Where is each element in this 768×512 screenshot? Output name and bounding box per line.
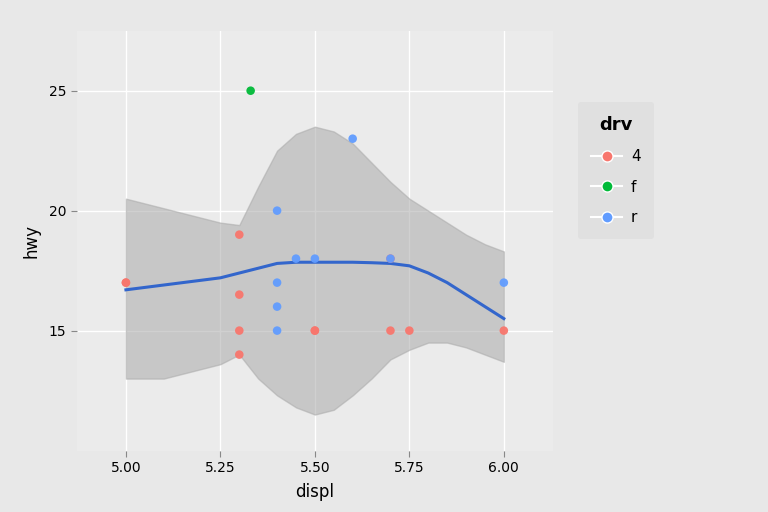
Point — [120, 279, 132, 287]
Point — [384, 254, 396, 263]
Point — [271, 327, 283, 335]
Point — [309, 327, 321, 335]
Point — [384, 327, 396, 335]
Point — [290, 254, 302, 263]
Point — [233, 290, 246, 298]
Point — [384, 254, 396, 263]
Legend: 4, f, r: 4, f, r — [578, 102, 654, 239]
Point — [309, 327, 321, 335]
Point — [271, 303, 283, 311]
X-axis label: displ: displ — [296, 483, 334, 501]
Point — [271, 206, 283, 215]
Point — [233, 230, 246, 239]
Point — [346, 135, 359, 143]
Point — [271, 279, 283, 287]
Point — [498, 279, 510, 287]
Point — [244, 87, 257, 95]
Point — [498, 327, 510, 335]
Point — [120, 279, 132, 287]
Point — [233, 327, 246, 335]
Point — [309, 254, 321, 263]
Point — [403, 327, 415, 335]
Y-axis label: hwy: hwy — [22, 224, 41, 258]
Point — [233, 351, 246, 359]
